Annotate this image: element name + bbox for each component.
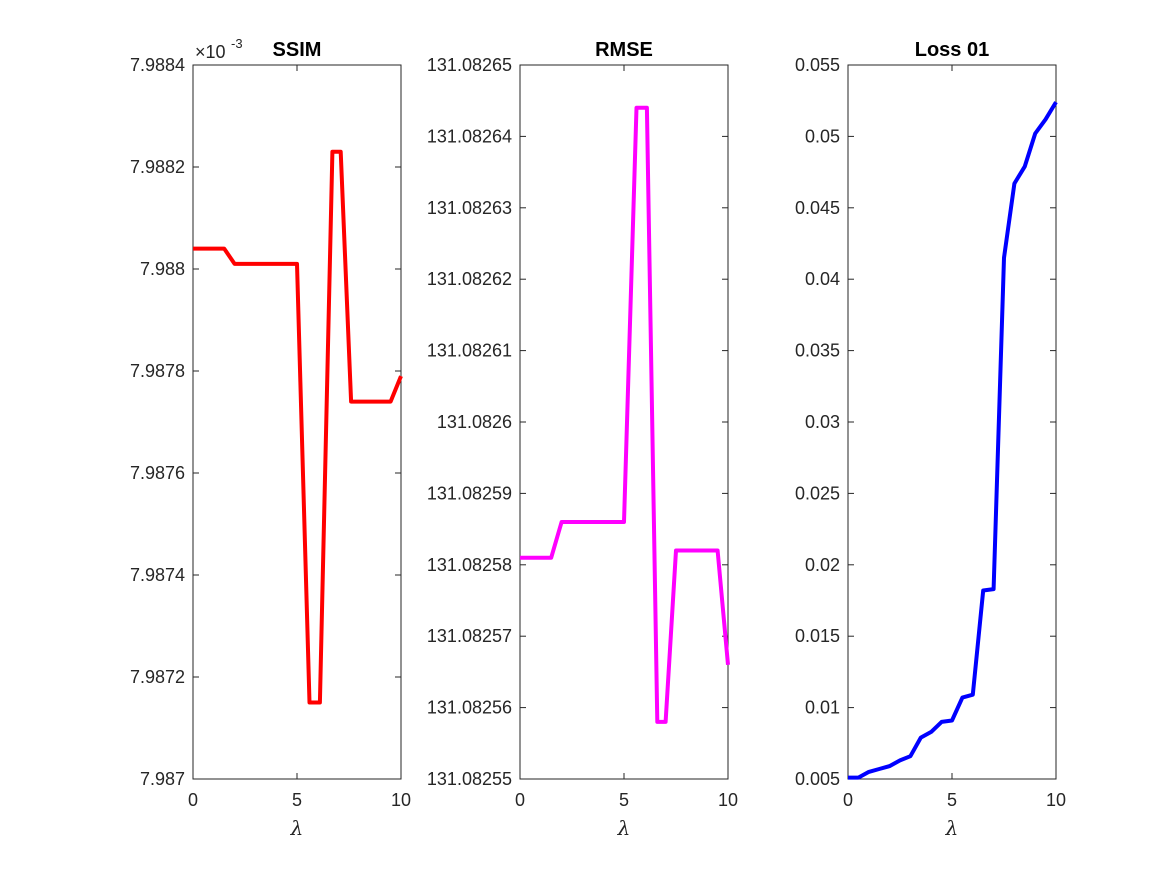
panels: 7.987 7.9872 7.9874 7.9876 7.9878 7.988 7.9882…: [130, 36, 1066, 840]
rmse-ytick-label: 131.08262: [427, 269, 512, 289]
ssim-title: SSIM: [273, 39, 322, 61]
loss01-xtick-label: 5: [947, 790, 957, 810]
loss01-xtick-label: 0: [843, 790, 853, 810]
rmse-ytick-label: 131.08259: [427, 483, 512, 503]
loss01-ytick-label: 0.015: [795, 626, 840, 646]
ssim-ytick-label: 7.9874: [130, 565, 185, 585]
loss01-ytick-label: 0.035: [795, 341, 840, 361]
loss01-ytick-label: 0.01: [805, 698, 840, 718]
ssim-ytick-label: 7.9884: [130, 55, 185, 75]
loss01-ytick-label: 0.025: [795, 483, 840, 503]
rmse-ytick-label: 131.08255: [427, 769, 512, 789]
rmse-ytick-label: 131.08256: [427, 698, 512, 718]
loss01-ytick-label: 0.005: [795, 769, 840, 789]
ssim-ytick-label: 7.987: [140, 769, 185, 789]
rmse-ytick-label: 131.08257: [427, 626, 512, 646]
rmse-xtick-label: 10: [718, 790, 738, 810]
rmse-ytick-label: 131.08258: [427, 555, 512, 575]
loss01-ytick-label: 0.045: [795, 198, 840, 218]
loss01-xlabel: λ: [945, 816, 959, 840]
rmse-ytick-label: 131.08265: [427, 55, 512, 75]
loss01-ytick-label: 0.05: [805, 126, 840, 146]
ssim-xlabel: λ: [290, 816, 304, 840]
loss01-ytick-label: 0.055: [795, 55, 840, 75]
ssim-ytick-label: 7.9876: [130, 463, 185, 483]
rmse-xtick-label: 0: [515, 790, 525, 810]
ssim-ytick-label: 7.9878: [130, 361, 185, 381]
loss01-ytick-label: 0.04: [805, 269, 840, 289]
ssim-xtick-label: 5: [292, 790, 302, 810]
loss01-title: Loss 01: [915, 39, 989, 61]
ssim-ytick-label: 7.988: [140, 259, 185, 279]
panel-loss01: 0.005 0.01 0.015 0.02 0.025 0.03 0.035 0.04 0.04…: [795, 39, 1066, 840]
ssim-xtick-label: 10: [391, 790, 411, 810]
ssim-xtick-label: 0: [188, 790, 198, 810]
ssim-ytick-label: 7.9882: [130, 157, 185, 177]
rmse-ytick-label: 131.0826: [437, 412, 512, 432]
rmse-ytick-label: 131.08264: [427, 126, 512, 146]
loss01-xtick-label: 10: [1046, 790, 1066, 810]
ssim-ytick-label: 7.9872: [130, 667, 185, 687]
rmse-ytick-label: 131.08263: [427, 198, 512, 218]
rmse-ytick-label: 131.08261: [427, 341, 512, 361]
loss01-ytick-label: 0.02: [805, 555, 840, 575]
panel-rmse: 131.08255 131.08256 131.08257 131.08258 131.…: [427, 39, 738, 840]
rmse-xtick-label: 5: [619, 790, 629, 810]
rmse-xlabel: λ: [617, 816, 631, 840]
loss01-ytick-label: 0.03: [805, 412, 840, 432]
ssim-y-multiplier-exponent: -3: [231, 36, 243, 51]
ssim-y-multiplier: ×10: [195, 42, 226, 62]
rmse-title: RMSE: [595, 39, 653, 61]
panel-ssim: 7.987 7.9872 7.9874 7.9876 7.9878 7.988 7.9882…: [130, 36, 411, 840]
